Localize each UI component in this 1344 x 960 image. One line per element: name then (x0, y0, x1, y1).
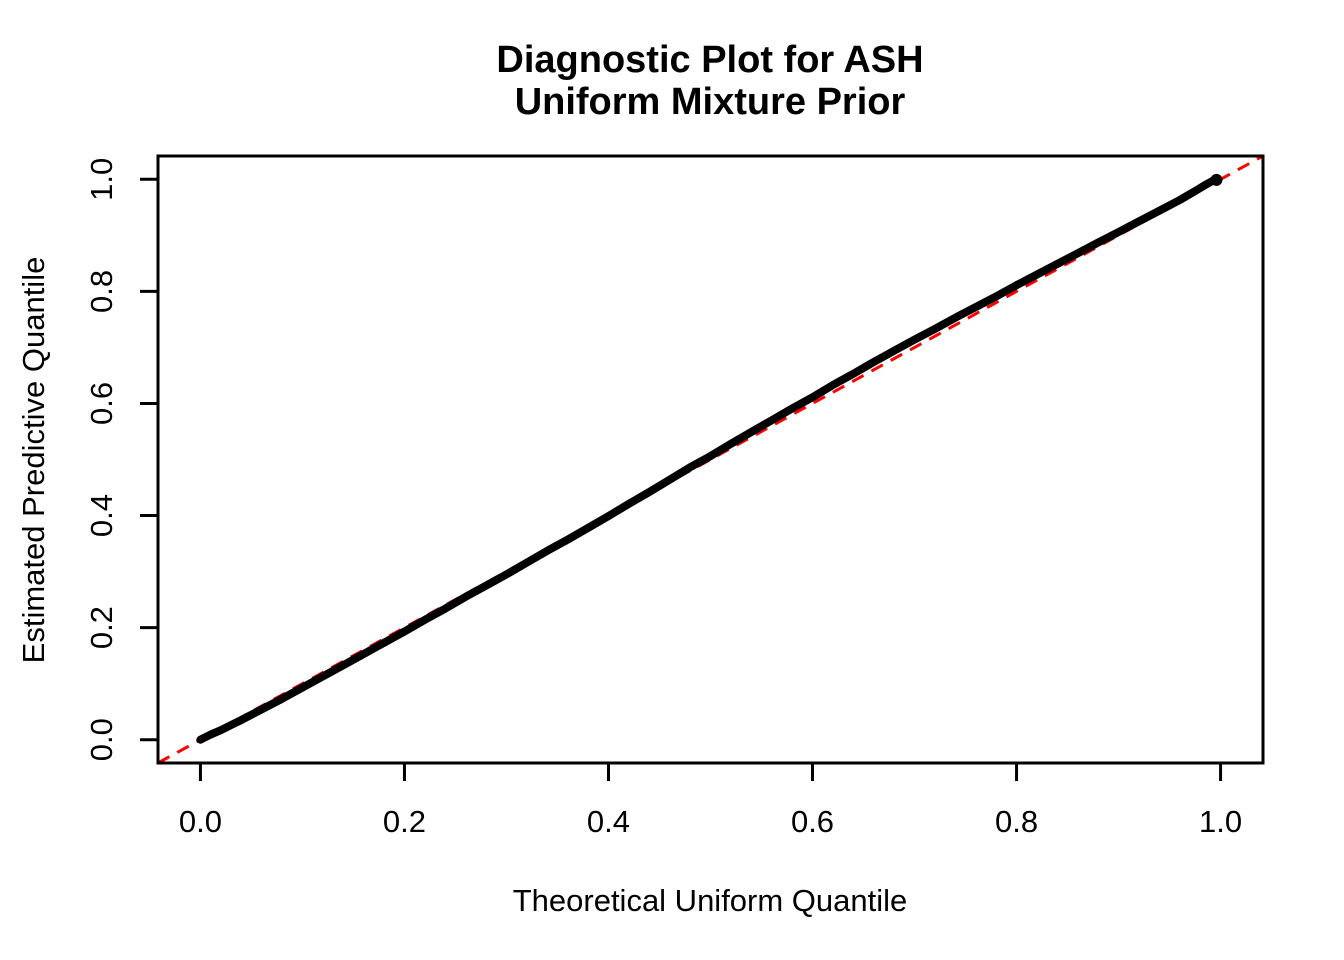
plot-title-line-2: Uniform Mixture Prior (515, 81, 906, 123)
x-tick-label: 1.0 (1199, 804, 1242, 839)
y-tick-label: 0.8 (84, 270, 119, 313)
x-tick-label: 0.4 (587, 804, 630, 839)
y-axis-label: Estimated Predictive Quantile (16, 257, 51, 664)
plot-title-line-1: Diagnostic Plot for ASH (496, 39, 923, 81)
x-tick-label: 0.6 (791, 804, 834, 839)
y-tick-label: 0.6 (84, 382, 119, 425)
x-tick-label: 0.0 (179, 804, 222, 839)
x-axis-label: Theoretical Uniform Quantile (513, 883, 908, 918)
curve-endpoint-dot (1210, 173, 1223, 186)
x-tick-label: 0.2 (383, 804, 426, 839)
plot-area: 0.0 0.2 0.4 0.6 0.8 1.0 0.0 0.2 0.4 0.6 0.8 1.0 (84, 154, 1265, 839)
y-tick-label: 0.4 (84, 494, 119, 537)
quantile-curve (196, 175, 1221, 744)
x-tick-label: 0.8 (995, 804, 1038, 839)
y-tick-label: 0.0 (84, 718, 119, 761)
y-tick-label: 1.0 (84, 158, 119, 201)
plot-box (156, 154, 1265, 765)
y-tick-label: 0.2 (84, 606, 119, 649)
